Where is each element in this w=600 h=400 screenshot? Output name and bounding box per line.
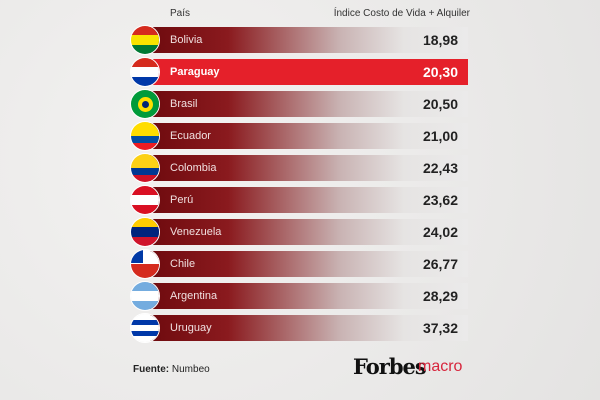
flag-icon (130, 121, 160, 151)
forbes-logo: Forbes (353, 354, 427, 379)
value-label: 22,43 (422, 160, 458, 176)
column-header-index: Índice Costo de Vida + Alquiler (333, 8, 470, 19)
table-row: Bolivia 18,98 (130, 24, 468, 56)
value-bar (148, 155, 468, 181)
table-row: Colombia 22,43 (130, 152, 468, 184)
value-bar (148, 123, 468, 149)
value-bar (148, 251, 468, 277)
value-label: 18,98 (422, 32, 458, 48)
source-value: Numbeo (171, 364, 210, 375)
table-row: Venezuela 24,02 (130, 216, 468, 248)
flag-icon (130, 25, 160, 55)
table-row: Ecuador 21,00 (130, 120, 468, 152)
flag-icon (130, 249, 160, 279)
flag-icon (130, 217, 160, 247)
value-bar (148, 315, 468, 341)
value-label: 21,00 (422, 128, 458, 144)
value-bar (148, 59, 468, 85)
value-label: 23,62 (422, 192, 458, 208)
country-label: Uruguay (170, 322, 212, 334)
flag-icon (130, 153, 160, 183)
column-header-country: País (170, 8, 191, 19)
value-label: 26,77 (422, 256, 458, 272)
country-label: Colombia (170, 162, 217, 174)
country-label: Brasil (170, 98, 198, 110)
flag-icon (130, 89, 160, 119)
table-row: Brasil 20,50 (130, 88, 468, 120)
country-label: Ecuador (170, 130, 211, 142)
flag-icon (130, 185, 160, 215)
country-label: Venezuela (170, 226, 222, 238)
flag-icon (130, 313, 160, 343)
source-label: Fuente: (133, 364, 170, 375)
value-bar (148, 219, 468, 245)
flag-icon (130, 57, 160, 87)
table-row: Paraguay 20,30 (130, 56, 468, 88)
macro-logo: macro (418, 358, 463, 375)
table-row: Chile 26,77 (130, 248, 468, 280)
country-label: Bolivia (170, 34, 203, 46)
country-label: Chile (170, 258, 196, 270)
value-bar (148, 187, 468, 213)
table-row: Uruguay 37,32 (130, 312, 468, 344)
value-bar (148, 91, 468, 117)
country-label: Paraguay (170, 66, 220, 78)
value-label: 24,02 (422, 224, 458, 240)
value-label: 28,29 (422, 288, 458, 304)
table-row: Perú 23,62 (130, 184, 468, 216)
value-label: 20,50 (422, 96, 458, 112)
table-row: Argentina 28,29 (130, 280, 468, 312)
country-label: Argentina (170, 290, 218, 302)
flag-icon (130, 281, 160, 311)
value-bar (148, 27, 468, 53)
country-label: Perú (170, 194, 194, 206)
value-label: 20,30 (422, 64, 458, 80)
source-note: Fuente: Numbeo (133, 364, 210, 375)
value-bar (148, 283, 468, 309)
value-label: 37,32 (422, 320, 458, 336)
